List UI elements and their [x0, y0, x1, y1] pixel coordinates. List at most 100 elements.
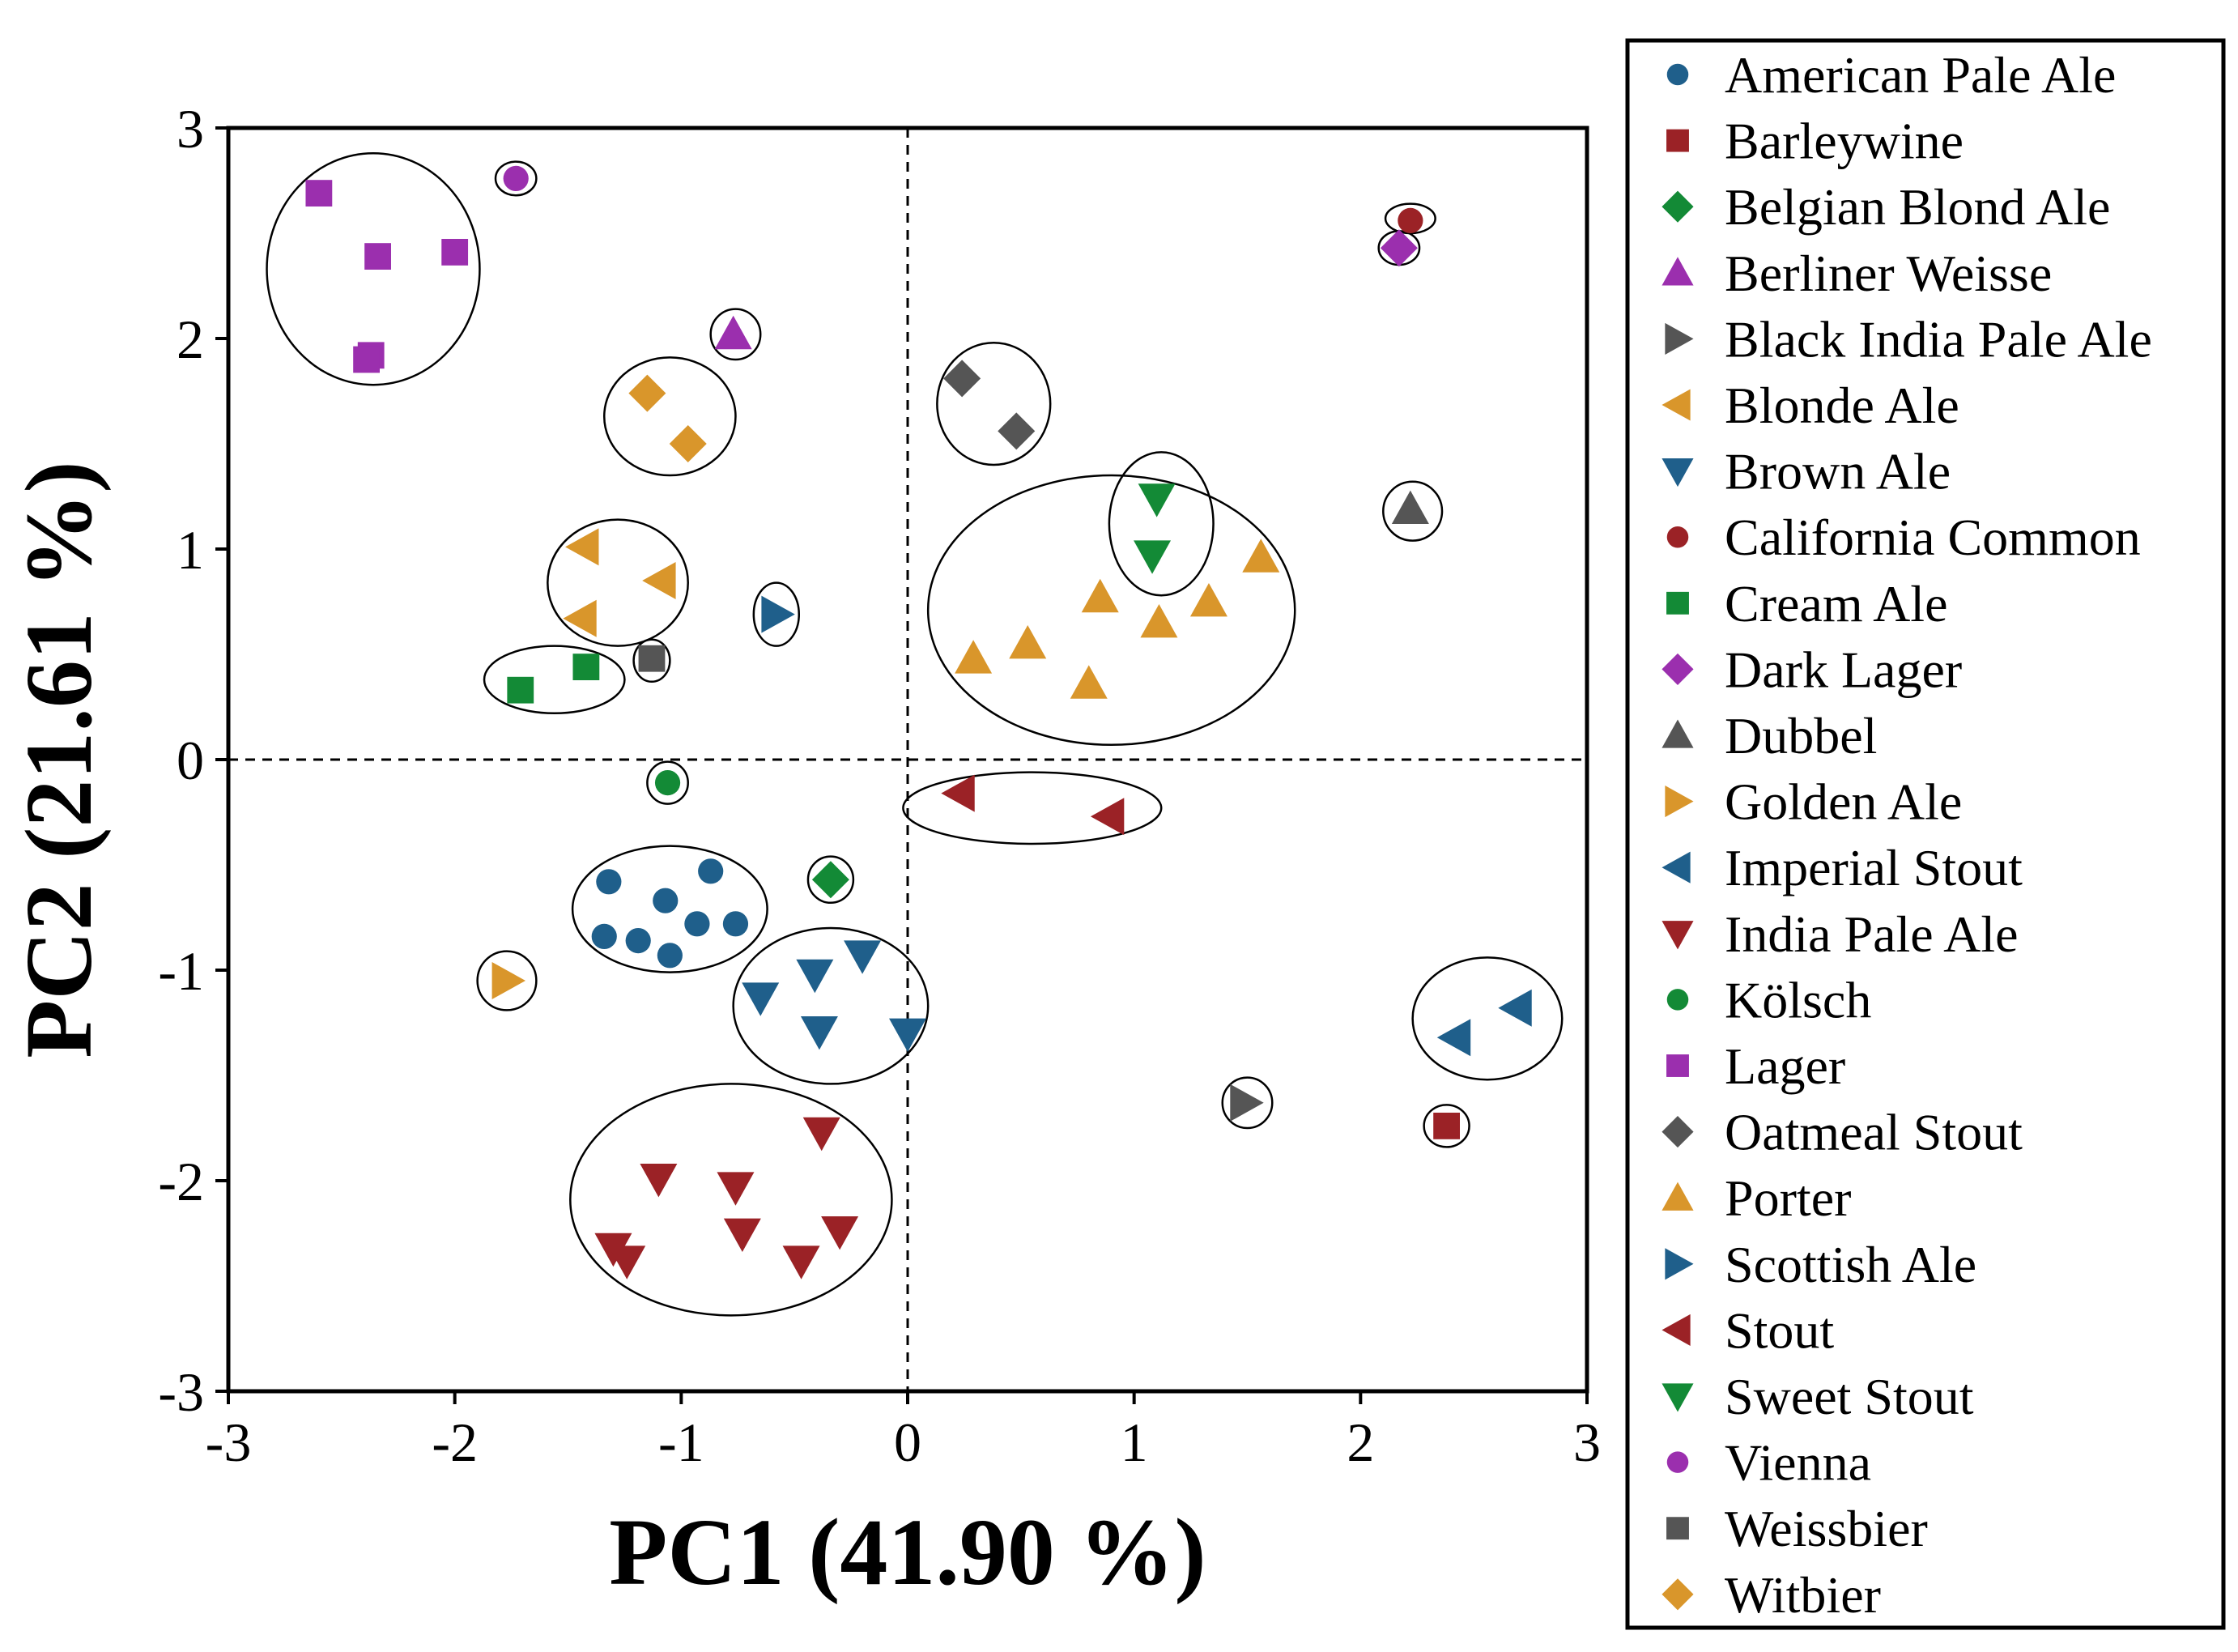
legend-label-black-india-pale-ale: Black India Pale Ale: [1725, 310, 2152, 368]
point-american-pale-ale: [625, 928, 651, 954]
point-cream-ale: [572, 654, 600, 680]
point-american-pale-ale: [684, 911, 710, 937]
point-porter: [1081, 578, 1119, 613]
point-porter: [1189, 583, 1227, 617]
point-stout: [1090, 798, 1125, 836]
cluster-ellipse: [632, 638, 671, 683]
legend-marker-barleywine: [1666, 129, 1689, 152]
cluster-ellipse: [569, 1083, 893, 1317]
point-stout: [941, 774, 975, 812]
legend-label-scottish-ale: Scottish Ale: [1725, 1236, 1976, 1293]
point-brown-ale: [742, 982, 780, 1016]
legend-label-sweet-stout: Sweet Stout: [1725, 1368, 1974, 1425]
cluster-ellipse: [266, 151, 481, 386]
legend-marker-golden-ale: [1665, 786, 1694, 818]
cluster-ellipse: [1221, 1076, 1274, 1130]
y-tick-label: 0: [177, 730, 204, 791]
legend-label-porter: Porter: [1725, 1169, 1851, 1227]
legend-label-lager: Lager: [1725, 1037, 1845, 1095]
point-imperial-stout: [1498, 989, 1532, 1027]
cluster-ellipse: [483, 645, 626, 715]
point-dubbel: [1391, 490, 1429, 524]
cluster-ellipse: [494, 160, 538, 197]
cluster-ellipses: [266, 151, 1564, 1317]
legend-marker-porter: [1661, 1182, 1694, 1211]
legend-label-belgian-blond-ale: Belgian Blond Ale: [1725, 178, 2110, 236]
cluster-ellipse: [902, 771, 1163, 845]
legend-label-imperial-stout: Imperial Stout: [1725, 839, 2023, 896]
legend-marker-india-pale-ale: [1661, 921, 1694, 950]
x-tick-label: -1: [658, 1411, 704, 1473]
point-india-pale-ale: [821, 1216, 859, 1250]
point-porter: [1140, 604, 1178, 638]
legend-label-barleywine: Barleywine: [1725, 113, 1964, 170]
cluster-ellipse: [926, 474, 1296, 747]
point-lager: [353, 346, 380, 373]
legend-label-american-pale-ale: American Pale Ale: [1725, 46, 2116, 104]
y-axis-title: PC2 (21.61 %): [6, 461, 112, 1058]
legend-marker-berliner-weisse: [1661, 257, 1694, 286]
y-tick-label: 2: [177, 309, 204, 370]
cluster-ellipse: [752, 581, 801, 647]
point-american-pale-ale: [657, 943, 683, 969]
point-american-pale-ale: [698, 858, 724, 884]
x-axis-ticks: -3 -2 -1 0 1 2 3: [206, 1391, 1601, 1473]
point-india-pale-ale: [723, 1218, 761, 1252]
y-tick-label: -1: [158, 940, 204, 1002]
point-lager: [305, 180, 333, 206]
point-american-pale-ale: [591, 923, 617, 949]
point-california-common: [1398, 207, 1423, 233]
cluster-ellipse: [1108, 451, 1215, 597]
legend-marker-weissbier: [1666, 1517, 1689, 1540]
legend-marker-lager: [1666, 1054, 1689, 1077]
cluster-ellipse: [571, 845, 768, 973]
point-witbier: [628, 374, 666, 412]
legend-label-dark-lager: Dark Lager: [1725, 641, 1962, 698]
point-berliner-weisse: [714, 315, 752, 350]
legend-marker-vienna: [1666, 1451, 1689, 1473]
point-lager: [441, 239, 469, 266]
point-oatmeal-stout: [943, 360, 981, 398]
point-sweet-stout: [1138, 483, 1176, 517]
legend-label-golden-ale: Golden Ale: [1725, 773, 1962, 831]
y-tick-label: 3: [177, 98, 204, 160]
legend-marker-oatmeal-stout: [1661, 1116, 1694, 1148]
legend-marker-blonde-ale: [1661, 389, 1691, 421]
legend-label-k-lsch: Kölsch: [1725, 971, 1871, 1028]
x-tick-label: -2: [432, 1411, 478, 1473]
point-porter: [1009, 625, 1047, 659]
point-cream-ale: [507, 676, 534, 704]
point-brown-ale: [800, 1016, 838, 1050]
legend-marker-cream-ale: [1666, 591, 1689, 615]
point-barleywine: [1433, 1113, 1461, 1139]
legend-label-california-common: California Common: [1725, 509, 2141, 566]
legend-box: [1625, 38, 2226, 1630]
legend-label-dubbel: Dubbel: [1725, 707, 1877, 764]
cluster-ellipse: [1382, 480, 1444, 542]
legend-label-berliner-weisse: Berliner Weisse: [1725, 245, 2052, 302]
point-vienna: [503, 165, 529, 191]
data-points: [305, 165, 1532, 1279]
legend-label-stout: Stout: [1725, 1301, 1834, 1359]
point-lager: [364, 243, 391, 270]
point-porter: [955, 640, 993, 674]
point-brown-ale: [844, 940, 882, 974]
cluster-ellipse: [476, 950, 538, 1011]
x-tick-label: 2: [1347, 1411, 1374, 1473]
legend-label-india-pale-ale: India Pale Ale: [1725, 905, 2019, 963]
legend-label-oatmeal-stout: Oatmeal Stout: [1725, 1104, 2023, 1161]
point-sweet-stout: [1134, 540, 1172, 574]
x-axis-title: PC1 (41.90 %): [609, 1499, 1206, 1605]
legend-label-weissbier: Weissbier: [1725, 1500, 1928, 1557]
point-imperial-stout: [1436, 1019, 1471, 1057]
y-tick-label: -2: [158, 1151, 204, 1212]
x-tick-label: 3: [1573, 1411, 1601, 1473]
cluster-ellipse: [1423, 1104, 1470, 1148]
point-blonde-ale: [563, 599, 597, 637]
point-brown-ale: [889, 1018, 926, 1052]
legend-marker-scottish-ale: [1665, 1248, 1694, 1280]
y-tick-label: -3: [158, 1361, 204, 1423]
legend-marker-k-lsch: [1666, 989, 1689, 1011]
point-golden-ale: [491, 962, 525, 999]
cluster-ellipse: [806, 855, 855, 905]
